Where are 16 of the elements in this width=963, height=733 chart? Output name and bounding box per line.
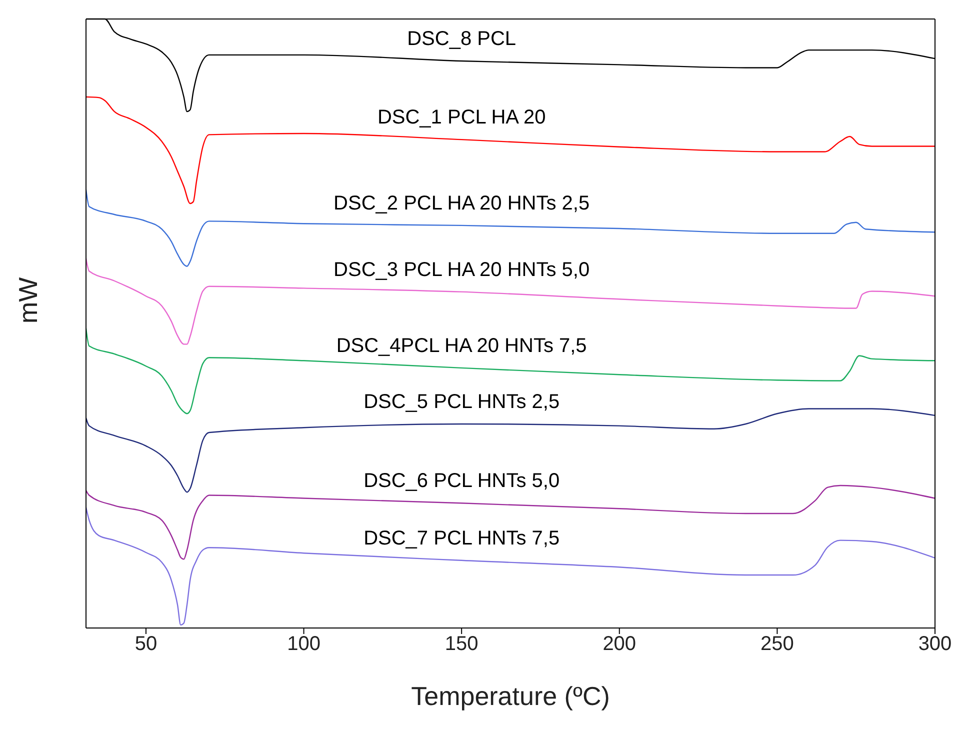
x-tick-label: 100 [287, 633, 320, 656]
series-label: DSC_1 PCL HA 20 [377, 106, 546, 129]
series-label: DSC_4PCL HA 20 HNTs 7,5 [336, 334, 587, 357]
y-axis-title: mW [13, 276, 44, 324]
x-tick-label: 50 [134, 633, 158, 656]
series-label: DSC_5 PCL HNTs 2,5 [364, 390, 560, 413]
x-tick-label: 250 [760, 633, 794, 656]
series-label: DSC_6 PCL HNTs 5,0 [364, 470, 560, 492]
x-tick-label: 200 [602, 633, 636, 656]
series-label: DSC_2 PCL HA 20 HNTs 2,5 [334, 192, 590, 214]
x-tick-label: 150 [444, 633, 478, 656]
x-axis-title: Temperature (ºC) [411, 681, 610, 711]
series-label: DSC_7 PCL HNTs 7,5 [364, 527, 560, 550]
series-label: DSC_3 PCL HA 20 HNTs 5,0 [334, 258, 590, 281]
series-label: DSC_8 PCL [407, 28, 516, 50]
x-tick-label: 300 [918, 633, 952, 656]
